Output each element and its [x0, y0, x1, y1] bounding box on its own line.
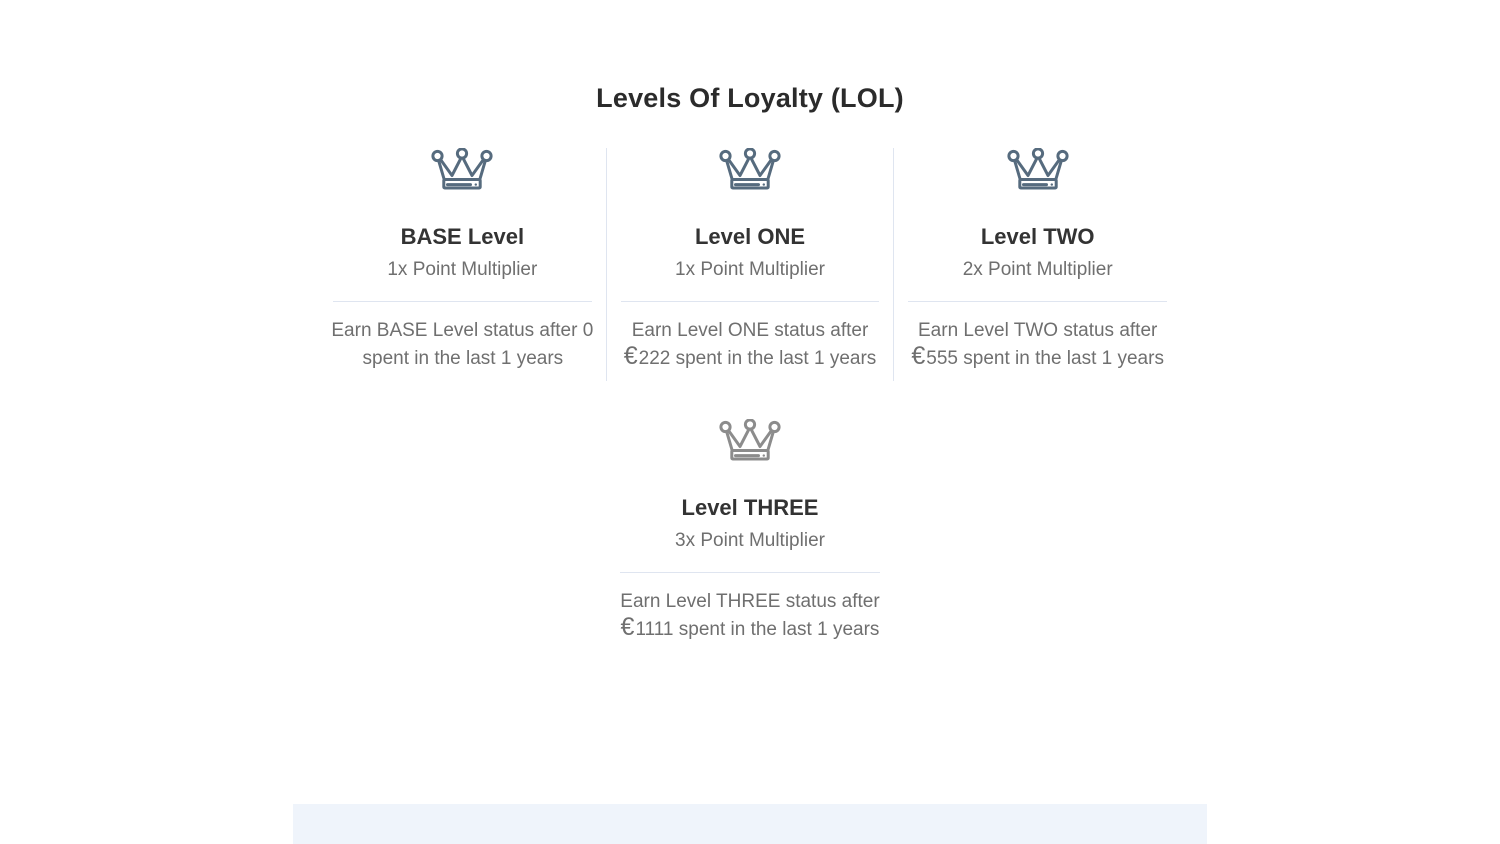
loyalty-page: { "title": "Levels Of Loyalty (LOL)", "l… [0, 82, 1500, 844]
level-multiplier: 3x Point Multiplier [675, 530, 825, 551]
level-description-line1: Earn Level TWO status after [918, 320, 1158, 341]
level-description-line1: Earn Level THREE status after [620, 591, 880, 612]
crown-icon [717, 418, 783, 465]
loyalty-level-card: BASE Level 1x Point Multiplier Earn BASE… [319, 147, 606, 381]
loyalty-level-card: Level TWO 2x Point Multiplier Earn Level… [894, 147, 1181, 381]
level-description-line2: spent in the last 1 years [362, 348, 564, 369]
level-description: Earn Level TWO status after €555 spent in… [898, 317, 1177, 372]
euro-currency-symbol: € [623, 342, 638, 370]
crown-icon [717, 147, 783, 194]
level-name: Level ONE [694, 224, 806, 249]
level-multiplier: 2x Point Multiplier [962, 259, 1113, 280]
level-description: Earn Level THREE status after €1111 spent… [610, 588, 889, 643]
levels-row-2: Level THREE 3x Point Multiplier Earn Lev… [319, 418, 1181, 652]
level-description: Earn BASE Level status after 0 spent in t… [323, 317, 602, 372]
loyalty-level-card: Level THREE 3x Point Multiplier Earn Lev… [606, 418, 893, 652]
level-description-line2: 555 spent in the last 1 years [926, 348, 1164, 369]
level-multiplier: 1x Point Multiplier [387, 259, 538, 280]
empty-cell [894, 419, 1181, 652]
euro-currency-symbol: € [911, 342, 926, 370]
level-description-line2: 222 spent in the last 1 years [638, 348, 877, 369]
levels-row-1: BASE Level 1x Point Multiplier Earn BASE… [319, 147, 1181, 381]
level-divider [333, 301, 592, 302]
level-description: Earn Level ONE status after €222 spent in… [611, 317, 890, 372]
footer-panel [293, 804, 1207, 844]
level-divider [620, 301, 880, 302]
loyalty-level-card: Level ONE 1x Point Multiplier Earn Level… [605, 147, 895, 381]
level-divider [908, 301, 1168, 302]
level-name: BASE Level [400, 224, 525, 249]
level-description-line2: 1111 spent in the last 1 years [635, 619, 880, 640]
level-name: Level THREE [681, 495, 819, 520]
euro-currency-symbol: € [620, 613, 635, 641]
empty-cell [319, 419, 606, 652]
crown-icon [429, 147, 495, 194]
level-description-line1: Earn Level ONE status after [631, 320, 869, 341]
crown-icon [1005, 147, 1071, 194]
level-divider [620, 572, 880, 573]
page-title: Levels Of Loyalty (LOL) [596, 83, 904, 113]
level-multiplier: 1x Point Multiplier [675, 259, 825, 280]
level-name: Level TWO [980, 224, 1095, 249]
level-description-line1: Earn BASE Level status after 0 [331, 320, 594, 341]
